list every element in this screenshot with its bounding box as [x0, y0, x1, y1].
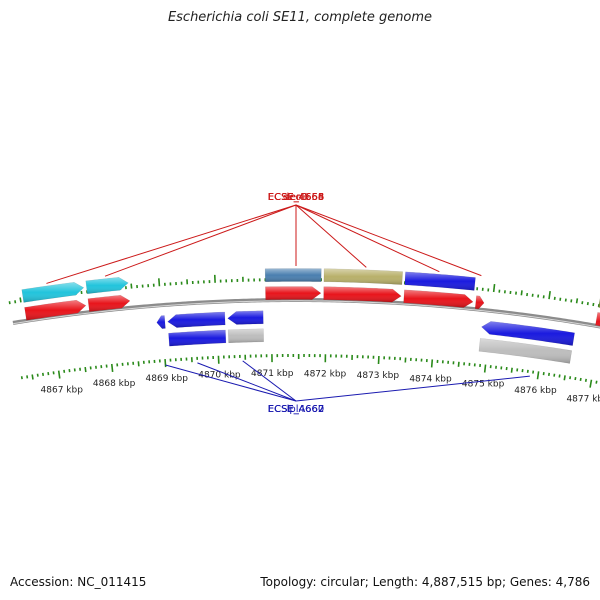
gene-label: deoD	[283, 192, 310, 203]
major-tick-bottom	[164, 358, 167, 368]
gene-label: lplA	[287, 404, 306, 415]
minor-tick-top	[575, 298, 579, 304]
kbp-tick-label: 4870 kbp	[198, 371, 241, 381]
feature-shading	[323, 268, 403, 285]
minor-tick-bottom	[579, 377, 582, 382]
minor-tick-bottom	[84, 366, 87, 373]
minor-tick-bottom	[510, 367, 513, 373]
kbp-tick-label: 4877 kbp	[566, 394, 600, 404]
feature-shading	[87, 295, 130, 312]
minor-tick-bottom	[563, 375, 566, 381]
kbp-tick-label: 4869 kbp	[146, 374, 189, 384]
major-tick-bottom	[57, 370, 61, 379]
feature-shading	[168, 329, 226, 347]
feature-shading	[228, 328, 264, 343]
gene-label: ECSE_4660	[268, 404, 324, 415]
feature-shading	[227, 310, 264, 325]
major-tick-bottom	[430, 359, 434, 368]
feature-shading	[167, 311, 226, 328]
major-tick-bottom	[536, 371, 540, 380]
genome-summary: Topology: circular; Length: 4,887,515 bp…	[260, 575, 590, 589]
label-leader-line	[197, 362, 297, 402]
minor-tick-top	[520, 290, 523, 296]
major-tick-top	[158, 278, 161, 287]
kbp-tick-label: 4867 kbp	[41, 385, 84, 395]
kbp-tick-label: 4876 kbp	[514, 386, 557, 396]
gene-label: serB	[285, 192, 307, 203]
feature-shading	[156, 315, 166, 329]
feature-shading	[403, 289, 474, 308]
label-leader-line	[165, 364, 297, 402]
minor-tick-top	[19, 297, 22, 303]
gene-label: ECSE_4662	[268, 404, 324, 415]
label-leader-line	[295, 204, 367, 268]
feature-shading	[21, 282, 84, 303]
feature-shading	[265, 268, 322, 282]
feature-shading	[265, 286, 321, 300]
minor-tick-top	[592, 302, 595, 307]
backbone-highlight	[13, 300, 600, 328]
kbp-tick-label: 4872 kbp	[304, 369, 347, 379]
map-title: Escherichia coli SE11, complete genome	[167, 10, 433, 25]
gene-label: ECSE_4664	[268, 192, 324, 203]
kbp-tick-label: 4873 kbp	[357, 371, 400, 381]
major-tick-bottom	[110, 363, 114, 373]
major-tick-top	[492, 283, 496, 293]
kbp-tick-label: 4875 kbp	[462, 379, 505, 389]
feature-shading	[323, 286, 402, 303]
major-tick-bottom	[589, 379, 593, 388]
gene-labels: ECSE_4658deoDserBECSE_4664ECSE_4665ECSE_…	[46, 192, 530, 415]
gene-label: ECSE_4658	[268, 192, 324, 203]
major-tick-top	[548, 291, 551, 300]
gene-label: ECSE_4667	[268, 404, 324, 415]
feature-shading	[595, 312, 600, 326]
kbp-tick-label: 4871 kbp	[251, 369, 294, 379]
label-leader-line	[295, 204, 482, 277]
feature-shading	[404, 271, 476, 291]
backbone-arc	[12, 298, 600, 329]
accession-label: Accession: NC_011415	[10, 575, 147, 589]
minor-tick-bottom	[584, 378, 587, 382]
minor-tick-bottom	[31, 374, 34, 380]
label-leader-line	[295, 204, 440, 273]
label-leader-line	[295, 375, 530, 402]
feature-shading	[478, 338, 572, 364]
gene-label: ECSE_4666	[268, 192, 324, 203]
feature-shading	[24, 300, 86, 321]
kbp-tick-label: 4868 kbp	[93, 379, 136, 389]
gene-label: ECSE_4665	[268, 192, 324, 203]
label-leader-line	[46, 204, 297, 284]
minor-tick-bottom	[595, 380, 598, 384]
major-tick-bottom	[483, 364, 487, 373]
feature-shading	[481, 321, 575, 346]
label-leader-line	[242, 360, 297, 402]
genome-backbone	[12, 298, 600, 329]
kbp-tick-label: 4874 kbp	[409, 374, 452, 384]
feature-tracks	[21, 268, 600, 364]
feature-shading	[85, 277, 129, 294]
feature-shading	[475, 295, 485, 309]
label-leader-line	[104, 204, 297, 277]
